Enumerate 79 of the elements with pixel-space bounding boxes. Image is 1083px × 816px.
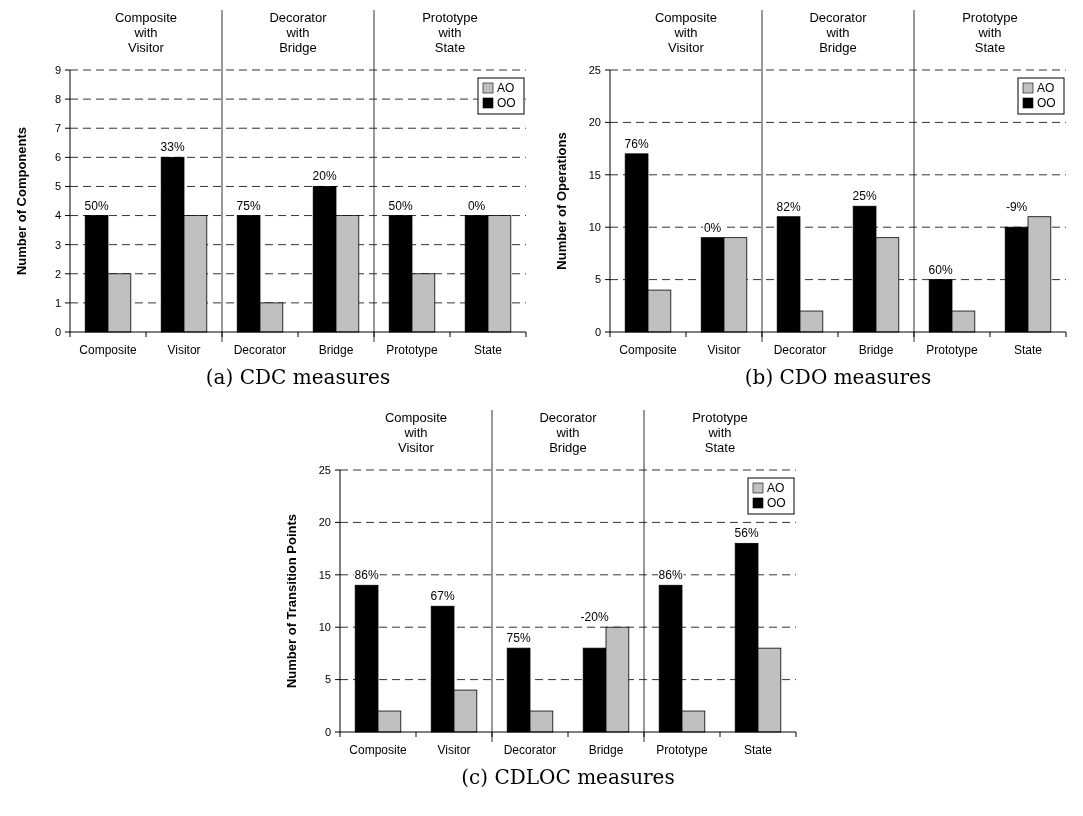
x-tick-label: State bbox=[1013, 343, 1043, 357]
legend-label: AO bbox=[767, 481, 785, 496]
x-tick-label: Composite bbox=[349, 743, 407, 757]
x-tick-label: Visitor bbox=[167, 343, 201, 357]
y-tick-label: 20 bbox=[588, 116, 601, 129]
x-tick-label: Visitor bbox=[437, 743, 471, 757]
y-tick-label: 20 bbox=[318, 516, 331, 529]
y-tick-label: 10 bbox=[588, 221, 601, 234]
y-tick-label: 25 bbox=[318, 463, 331, 476]
annotation: 50% bbox=[388, 198, 413, 213]
legend-label: OO bbox=[767, 496, 786, 511]
annotation: 20% bbox=[312, 169, 337, 184]
text: Composite with Visitor bbox=[654, 10, 718, 55]
annotation: 56% bbox=[734, 526, 759, 541]
y-tick-label: 7 bbox=[54, 122, 61, 135]
y-tick-label: 3 bbox=[54, 238, 61, 251]
y-tick-label: 15 bbox=[318, 568, 331, 581]
y-tick-label: 6 bbox=[54, 151, 61, 164]
legend-label: OO bbox=[1037, 96, 1056, 111]
text: (c) CDLOC measures bbox=[461, 765, 675, 789]
y-axis-title: Number of Operations bbox=[554, 132, 569, 270]
y-tick-label: 5 bbox=[54, 180, 61, 193]
annotation: 86% bbox=[658, 568, 683, 583]
text: (b) CDO measures bbox=[744, 365, 932, 389]
annotation: 33% bbox=[160, 140, 185, 155]
annotation: 82% bbox=[776, 199, 801, 214]
x-tick-label: Visitor bbox=[707, 343, 741, 357]
text: (a) CDC measures bbox=[205, 365, 391, 389]
x-tick-label: Composite bbox=[79, 343, 137, 357]
text: Prototype with State bbox=[692, 410, 748, 455]
text: Decorator with Bridge bbox=[539, 410, 598, 455]
x-tick-label: State bbox=[743, 743, 773, 757]
text: Composite with Visitor bbox=[114, 10, 178, 55]
y-tick-label: 9 bbox=[54, 63, 61, 76]
x-tick-label: Prototype bbox=[386, 343, 438, 357]
y-tick-label: 1 bbox=[54, 296, 61, 309]
annotation: -9% bbox=[1005, 199, 1028, 214]
legend-label: AO bbox=[1037, 81, 1055, 96]
text: Decorator with Bridge bbox=[269, 10, 328, 55]
text: Decorator with Bridge bbox=[809, 10, 868, 55]
annotation: 75% bbox=[236, 198, 261, 213]
x-tick-label: Decorator bbox=[773, 343, 827, 357]
y-tick-label: 10 bbox=[318, 621, 331, 634]
y-tick-label: 0 bbox=[594, 325, 601, 338]
annotation: 25% bbox=[852, 189, 877, 204]
y-axis-title: Number of Transition Points bbox=[284, 513, 299, 689]
annotation: 60% bbox=[928, 262, 953, 277]
x-tick-label: Composite bbox=[619, 343, 677, 357]
annotation: 76% bbox=[624, 136, 649, 151]
x-tick-label: Prototype bbox=[656, 743, 708, 757]
legend-label: AO bbox=[497, 81, 515, 96]
text: Prototype with State bbox=[422, 10, 478, 55]
x-tick-label: Bridge bbox=[858, 343, 894, 357]
y-tick-label: 4 bbox=[54, 209, 61, 222]
y-tick-label: 5 bbox=[594, 273, 601, 286]
annotation: 0% bbox=[467, 198, 486, 213]
text: Composite with Visitor bbox=[384, 410, 448, 455]
text: Prototype with State bbox=[962, 10, 1018, 55]
y-tick-label: 2 bbox=[54, 267, 61, 280]
annotation: 50% bbox=[84, 198, 109, 213]
y-tick-label: 0 bbox=[324, 725, 331, 738]
y-axis-title: Number of Components bbox=[14, 126, 29, 276]
x-tick-label: Bridge bbox=[588, 743, 624, 757]
x-tick-label: State bbox=[473, 343, 503, 357]
y-tick-label: 0 bbox=[54, 325, 61, 338]
x-tick-label: Prototype bbox=[926, 343, 978, 357]
y-tick-label: 15 bbox=[588, 168, 601, 181]
annotation: 0% bbox=[703, 220, 722, 235]
annotation: 67% bbox=[430, 589, 455, 604]
legend-label: OO bbox=[497, 96, 516, 111]
x-tick-label: Decorator bbox=[233, 343, 287, 357]
annotation: 86% bbox=[354, 568, 379, 583]
annotation: 75% bbox=[506, 631, 531, 646]
annotation: -20% bbox=[580, 610, 609, 625]
y-tick-label: 25 bbox=[588, 63, 601, 76]
x-tick-label: Decorator bbox=[503, 743, 557, 757]
y-tick-label: 8 bbox=[54, 92, 61, 105]
x-tick-label: Bridge bbox=[318, 343, 354, 357]
y-tick-label: 5 bbox=[324, 673, 331, 686]
